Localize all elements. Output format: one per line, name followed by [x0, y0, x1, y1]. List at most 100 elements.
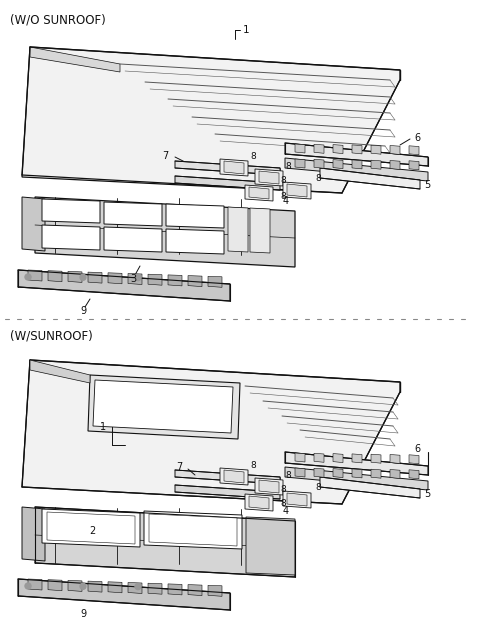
Polygon shape: [188, 276, 202, 287]
Polygon shape: [208, 276, 222, 287]
Polygon shape: [255, 478, 283, 495]
Polygon shape: [314, 159, 324, 168]
Text: (W/O SUNROOF): (W/O SUNROOF): [10, 13, 106, 26]
Polygon shape: [320, 168, 420, 189]
Polygon shape: [409, 455, 419, 464]
Polygon shape: [352, 469, 362, 478]
Polygon shape: [88, 375, 240, 439]
Polygon shape: [88, 581, 102, 592]
Text: 1: 1: [243, 25, 250, 35]
Polygon shape: [283, 182, 311, 199]
Polygon shape: [148, 274, 162, 285]
Polygon shape: [168, 584, 182, 595]
Polygon shape: [285, 143, 428, 166]
Polygon shape: [168, 275, 182, 286]
Polygon shape: [352, 454, 362, 463]
Polygon shape: [35, 197, 295, 267]
Polygon shape: [314, 145, 324, 154]
Polygon shape: [175, 176, 280, 190]
Polygon shape: [371, 454, 381, 463]
Polygon shape: [18, 579, 230, 610]
Polygon shape: [409, 161, 419, 170]
Polygon shape: [48, 580, 62, 590]
Text: 3: 3: [130, 274, 136, 284]
Polygon shape: [47, 512, 135, 544]
Polygon shape: [287, 184, 307, 197]
Text: 6: 6: [414, 133, 420, 143]
Text: 5: 5: [424, 180, 430, 190]
Polygon shape: [409, 470, 419, 479]
Polygon shape: [246, 517, 295, 575]
Polygon shape: [220, 468, 248, 485]
Polygon shape: [220, 159, 248, 176]
Text: 1: 1: [100, 422, 106, 432]
Polygon shape: [295, 144, 305, 153]
Text: 7: 7: [176, 462, 182, 472]
Polygon shape: [108, 582, 122, 593]
Text: 6: 6: [414, 444, 420, 454]
Text: 2: 2: [89, 526, 95, 536]
Polygon shape: [371, 160, 381, 169]
Polygon shape: [249, 187, 269, 199]
Polygon shape: [28, 270, 42, 281]
Polygon shape: [259, 171, 279, 184]
Text: 9: 9: [80, 306, 86, 316]
Circle shape: [135, 275, 141, 281]
Polygon shape: [283, 491, 311, 508]
Polygon shape: [148, 583, 162, 594]
Polygon shape: [128, 273, 142, 285]
Polygon shape: [128, 582, 142, 594]
Polygon shape: [28, 579, 42, 590]
Polygon shape: [224, 470, 244, 483]
Polygon shape: [295, 468, 305, 477]
Polygon shape: [409, 146, 419, 155]
Polygon shape: [88, 272, 102, 283]
Polygon shape: [108, 273, 122, 284]
Polygon shape: [390, 161, 400, 169]
Polygon shape: [149, 514, 237, 546]
Text: 8: 8: [280, 192, 286, 201]
Polygon shape: [249, 496, 269, 509]
Polygon shape: [22, 507, 45, 561]
Polygon shape: [333, 160, 343, 169]
Polygon shape: [314, 454, 324, 462]
Text: 4: 4: [283, 506, 289, 516]
Text: 8: 8: [315, 173, 321, 182]
Polygon shape: [175, 161, 280, 175]
Circle shape: [80, 583, 86, 589]
Polygon shape: [22, 360, 400, 504]
Polygon shape: [285, 158, 428, 181]
Text: 5: 5: [424, 489, 430, 499]
Polygon shape: [255, 169, 283, 186]
Polygon shape: [245, 185, 273, 201]
Text: 8: 8: [280, 485, 286, 494]
Polygon shape: [175, 485, 280, 499]
Text: 8: 8: [280, 176, 286, 185]
Polygon shape: [295, 159, 305, 168]
Text: 7: 7: [162, 151, 168, 161]
Polygon shape: [104, 227, 162, 252]
Text: 8: 8: [250, 152, 256, 161]
Circle shape: [80, 275, 86, 280]
Polygon shape: [371, 145, 381, 154]
Text: 8: 8: [285, 162, 291, 171]
Polygon shape: [390, 469, 400, 478]
Text: 8: 8: [285, 471, 291, 480]
Polygon shape: [104, 202, 162, 226]
Text: 4: 4: [283, 196, 289, 206]
Circle shape: [25, 274, 31, 280]
Polygon shape: [390, 455, 400, 464]
Polygon shape: [333, 145, 343, 154]
Circle shape: [135, 583, 141, 590]
Polygon shape: [228, 207, 248, 252]
Polygon shape: [333, 454, 343, 462]
Polygon shape: [42, 225, 100, 250]
Polygon shape: [166, 229, 224, 254]
Polygon shape: [30, 47, 120, 72]
Polygon shape: [42, 199, 100, 223]
Polygon shape: [22, 197, 45, 251]
Polygon shape: [352, 160, 362, 169]
Polygon shape: [224, 161, 244, 174]
Polygon shape: [68, 271, 82, 282]
Text: 8: 8: [280, 499, 286, 508]
